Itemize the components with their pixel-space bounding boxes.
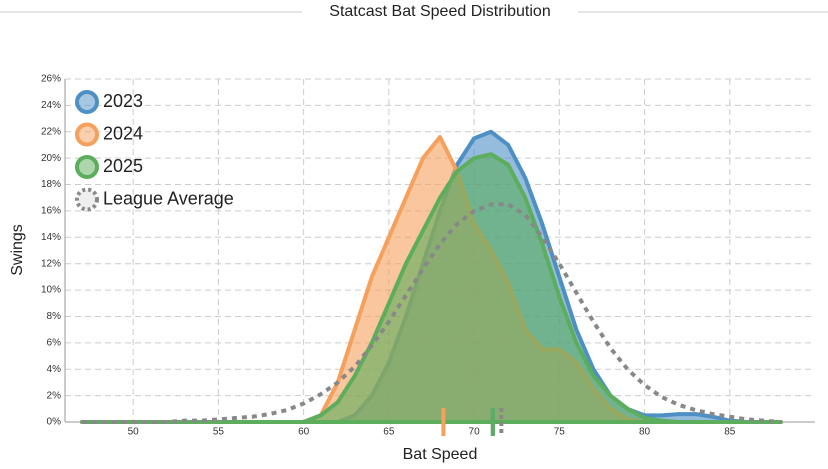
y-tick-label: 20% <box>41 153 61 164</box>
x-tick-label: 55 <box>213 427 225 438</box>
legend-marker <box>75 90 99 114</box>
y-tick-label: 2% <box>47 390 62 401</box>
y-axis-label: Swings <box>9 224 26 276</box>
y-tick-label: 16% <box>41 206 61 217</box>
y-tick-label: 10% <box>41 285 61 296</box>
y-tick-label: 14% <box>41 232 61 243</box>
density-area <box>80 152 783 424</box>
legend-label: 2024 <box>103 123 143 143</box>
y-tick-label: 0% <box>47 417 62 428</box>
legend-label: 2023 <box>103 91 143 111</box>
x-tick-label: 70 <box>469 427 481 438</box>
x-tick-label: 60 <box>298 427 310 438</box>
y-tick-label: 22% <box>41 126 61 137</box>
y-tick-label: 26% <box>41 74 61 85</box>
x-tick-label: 80 <box>639 427 651 438</box>
y-tick-label: 24% <box>41 100 61 111</box>
x-axis-label: Bat Speed <box>403 446 478 463</box>
x-tick-label: 85 <box>724 427 736 438</box>
y-tick-label: 12% <box>41 258 61 269</box>
y-tick-label: 8% <box>47 311 62 322</box>
y-tick-label: 4% <box>47 364 62 375</box>
legend-label: 2025 <box>103 156 143 176</box>
x-tick-label: 65 <box>383 427 395 438</box>
y-tick-label: 18% <box>41 179 61 190</box>
chart-title: Statcast Bat Speed Distribution <box>329 3 550 20</box>
legend-marker <box>75 155 99 179</box>
y-tick-label: 6% <box>47 337 62 348</box>
x-tick-label: 50 <box>128 427 140 438</box>
x-tick-label: 75 <box>554 427 566 438</box>
legend-marker <box>75 187 99 212</box>
legend-label: League Average <box>103 188 234 208</box>
density-line <box>82 202 782 424</box>
legend-marker <box>75 122 99 147</box>
